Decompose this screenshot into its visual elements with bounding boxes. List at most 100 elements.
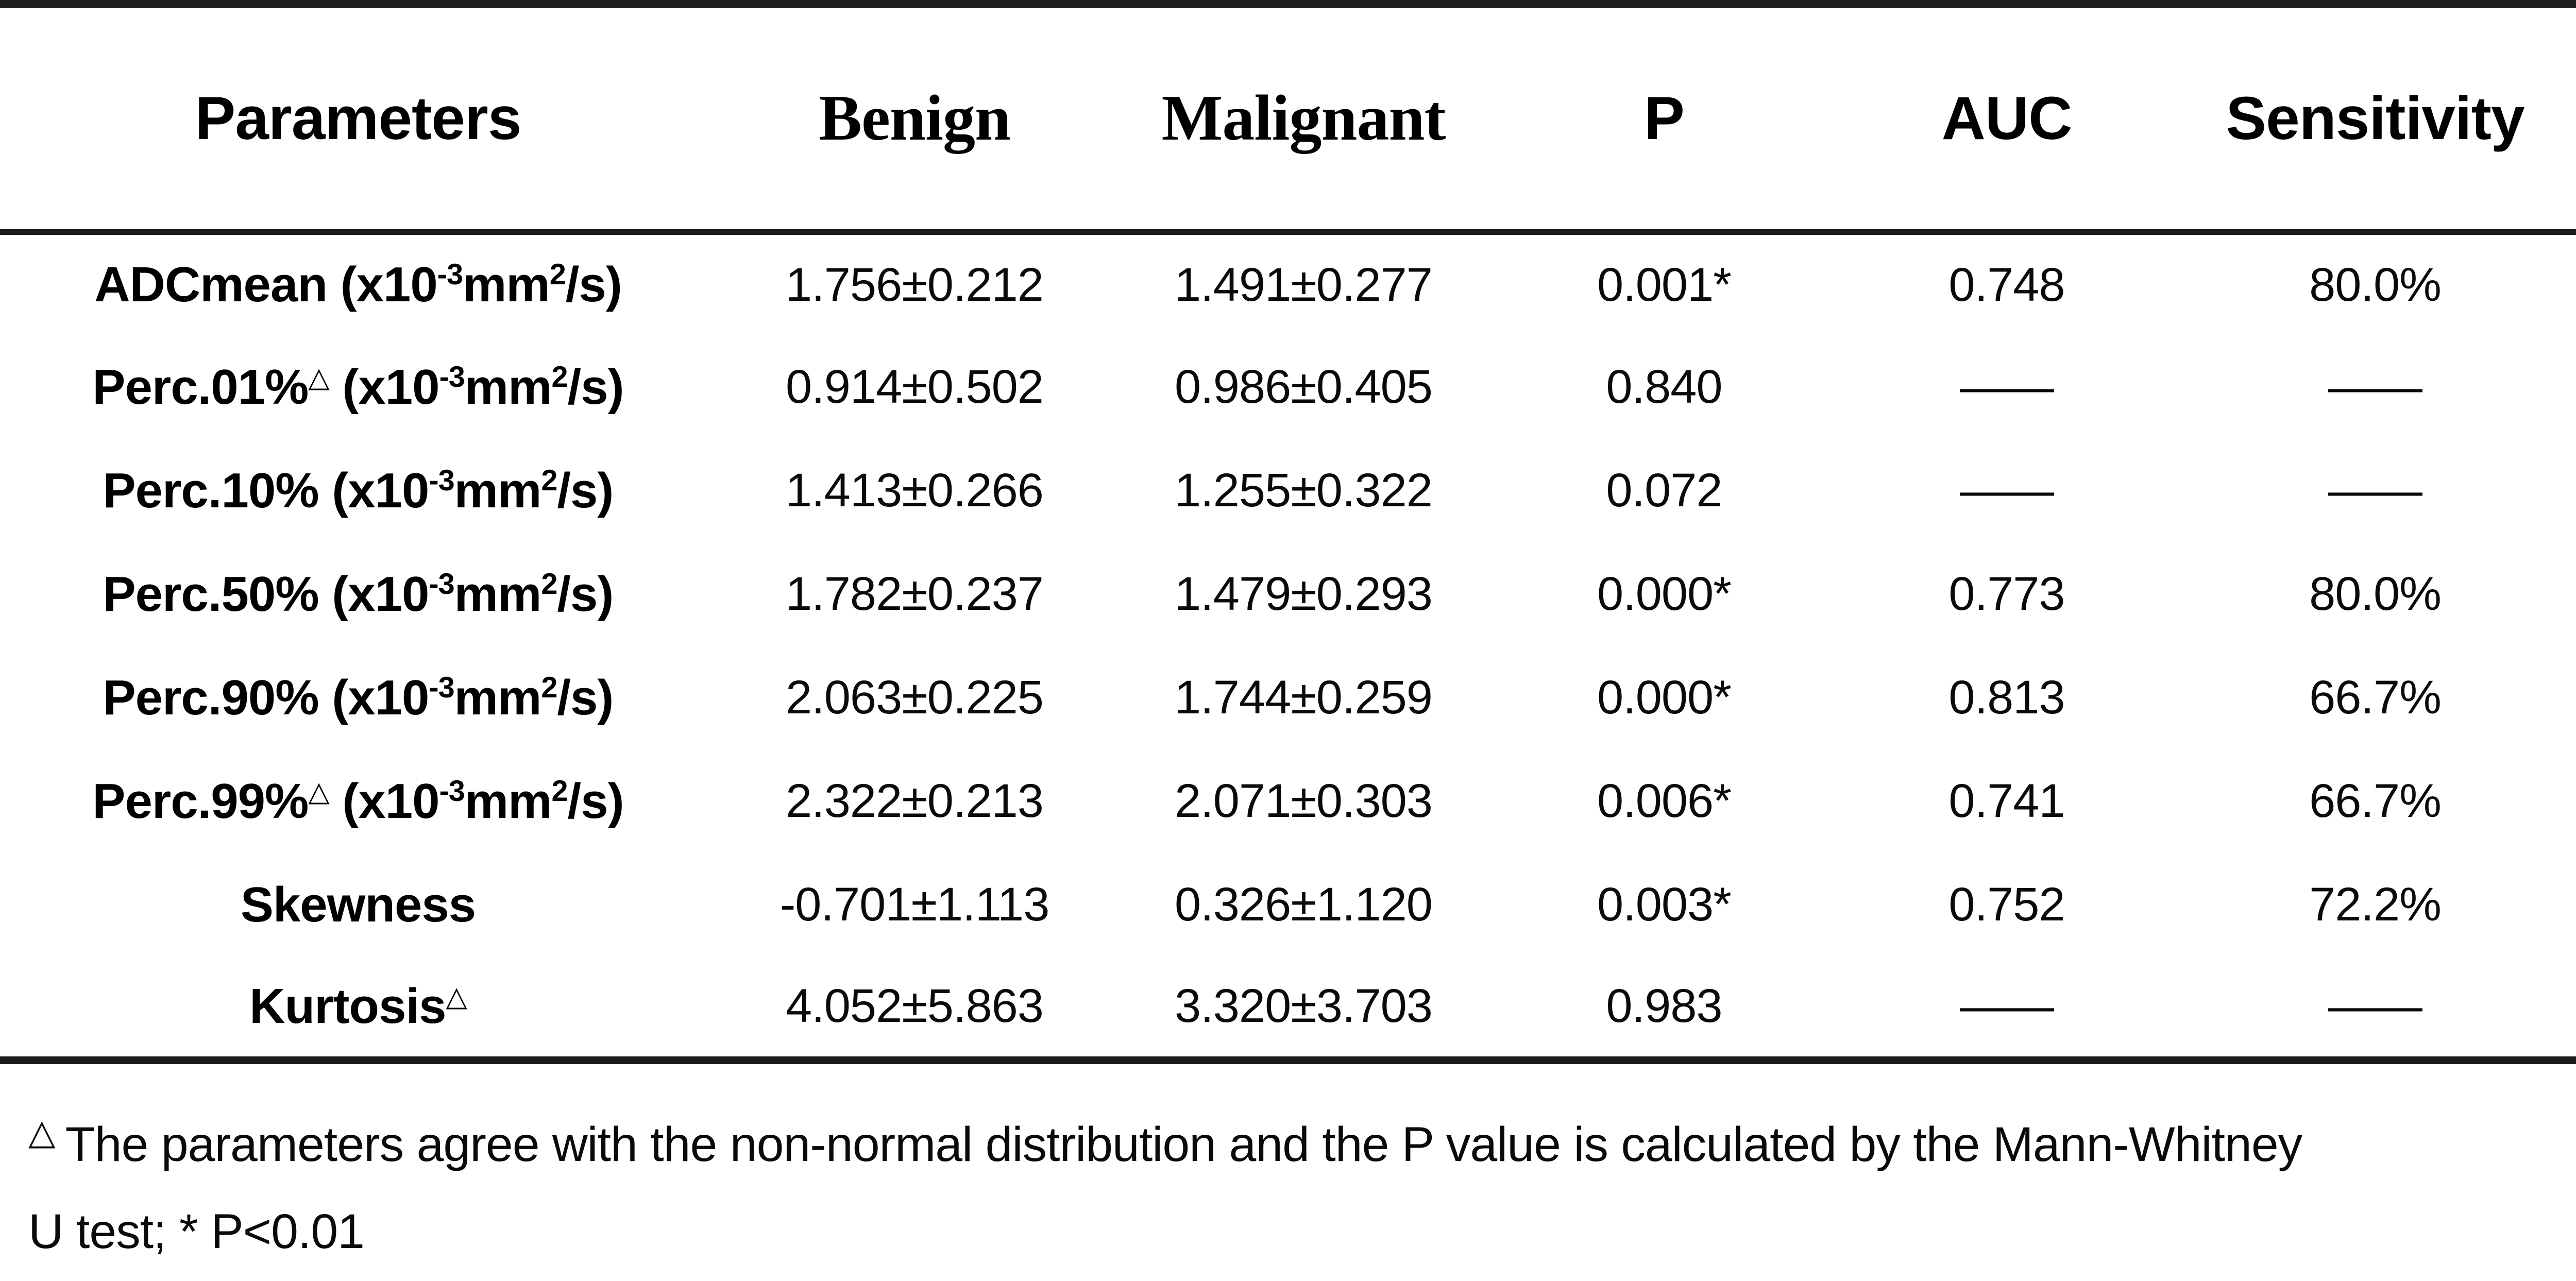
table-row: Perc.99%△ (x10-3mm2/s) 2.322±0.213 2.071… (0, 749, 2576, 853)
auc-value: 0.748 (1948, 258, 2065, 311)
parameter-unit: (x10-3mm2/s) (327, 257, 622, 312)
table-row: Perc.01%△ (x10-3mm2/s) 0.914±0.502 0.986… (0, 335, 2576, 439)
specificity-value: 83.3% (2571, 646, 2576, 749)
sensitivity-value: 80.0% (2309, 568, 2442, 620)
table-row: Skewness -0.701±1.113 0.326±1.120 0.003*… (0, 853, 2576, 957)
unit-open: (x10 (318, 670, 429, 725)
p-value: 0.001* (1597, 258, 1732, 311)
table-top-rule (0, 0, 2576, 8)
parameter-cell: Perc.10% (x10-3mm2/s) (0, 439, 716, 542)
unit-mid: mm (464, 359, 552, 415)
p-value: 0.072 (1606, 464, 1722, 517)
unit-open: (x10 (318, 566, 429, 622)
unit-open: (x10 (329, 773, 439, 829)
parameter-name: Perc.90% (103, 670, 319, 725)
parameter-unit: (x10-3mm2/s) (319, 670, 614, 725)
unit-close: /s) (565, 257, 622, 313)
unit-exponent-2: 2 (541, 567, 557, 601)
column-header-sensitivity: Sensitivity (2179, 8, 2571, 235)
p-value: 0.003* (1597, 878, 1732, 931)
sensitivity-value: 80.0% (2309, 258, 2442, 311)
malignant-value: 0.326±1.120 (1175, 878, 1433, 931)
specificity-value: 73.3% (2571, 853, 2576, 957)
parameter-unit: (x10-3mm2/s) (329, 774, 624, 829)
malignant-value: 1.744±0.259 (1175, 671, 1433, 724)
specificity-value: —— (2571, 439, 2576, 542)
unit-exponent: -3 (429, 567, 454, 601)
specificity-value: 61.1% (2571, 232, 2576, 335)
parameter-cell: ADCmean (x10-3mm2/s) (0, 232, 716, 335)
p-value: 0.000* (1597, 671, 1732, 724)
sensitivity-value: 66.7% (2309, 671, 2442, 724)
unit-exponent: -3 (439, 360, 465, 394)
triangle-footnote-marker: △ (308, 776, 329, 807)
column-header-auc: AUC (1834, 8, 2179, 235)
parameter-name: Perc.50% (103, 566, 319, 622)
triangle-footnote-marker: △ (28, 1112, 56, 1152)
table-footnote: △ The parameters agree with the non-norma… (28, 1101, 2576, 1275)
parameter-name: ADCmean (94, 257, 328, 313)
unit-close: /s) (557, 670, 614, 725)
unit-exponent: -3 (439, 774, 465, 808)
benign-value: 0.914±0.502 (786, 361, 1044, 413)
specificity-value: 61.1% (2571, 542, 2576, 646)
auc-value: —— (1960, 361, 2054, 413)
unit-open: (x10 (318, 463, 429, 518)
benign-value: 4.052±5.863 (716, 957, 1113, 1064)
table-row: Perc.50% (x10-3mm2/s) 1.782±0.237 1.479±… (0, 542, 2576, 646)
unit-exponent-2: 2 (551, 774, 568, 808)
unit-close: /s) (567, 773, 624, 829)
auc-value: 0.741 (1948, 775, 2065, 827)
specificity-value: —— (2571, 335, 2576, 439)
unit-mid: mm (454, 566, 542, 622)
malignant-value: 1.479±0.293 (1175, 568, 1433, 620)
table-body: ADCmean (x10-3mm2/s) 1.756±0.212 1.491±0… (0, 232, 2576, 1064)
malignant-value: 2.071±0.303 (1175, 775, 1433, 827)
table-header: Parameters Benign Malignant P AUC Sensit… (0, 8, 2576, 235)
table-row: Perc.90% (x10-3mm2/s) 2.063±0.225 1.744±… (0, 646, 2576, 749)
parameter-cell: Perc.01%△ (x10-3mm2/s) (0, 335, 716, 439)
specificity-value: 66.7% (2571, 749, 2576, 853)
auc-value: 0.773 (1948, 568, 2065, 620)
unit-exponent-2: 2 (541, 671, 557, 704)
parameter-name: Perc.99% (92, 773, 309, 829)
malignant-value: 3.320±3.703 (1113, 957, 1494, 1064)
unit-mid: mm (464, 773, 552, 829)
unit-exponent: -3 (437, 258, 463, 292)
column-header-p: P (1494, 8, 1834, 235)
parameter-name: Skewness (240, 877, 476, 932)
parameter-unit: (x10-3mm2/s) (329, 360, 624, 415)
sensitivity-value: —— (2328, 464, 2422, 517)
parameter-name: Perc.10% (103, 463, 319, 518)
unit-mid: mm (454, 463, 542, 518)
parameter-cell: Perc.90% (x10-3mm2/s) (0, 646, 716, 749)
unit-open: (x10 (327, 257, 438, 313)
column-header-benign: Benign (716, 8, 1113, 235)
unit-exponent-2: 2 (551, 360, 568, 394)
footnote-line-2: U test; * P<0.01 (28, 1204, 365, 1259)
benign-value: 2.322±0.213 (786, 775, 1044, 827)
unit-mid: mm (454, 670, 542, 725)
parameter-unit: (x10-3mm2/s) (319, 463, 614, 518)
footnote-line-1: The parameters agree with the non-normal… (65, 1117, 2303, 1172)
unit-close: /s) (557, 566, 614, 622)
benign-value: 1.413±0.266 (786, 464, 1044, 517)
auc-value: —— (1960, 464, 2054, 517)
sensitivity-value: —— (2179, 957, 2571, 1064)
parameter-name: Kurtosis (249, 978, 446, 1034)
auc-value: 0.752 (1948, 878, 2065, 931)
parameter-cell: Kurtosis△ (0, 957, 716, 1064)
unit-exponent: -3 (429, 671, 454, 704)
triangle-footnote-marker: △ (308, 362, 329, 393)
parameter-unit: (x10-3mm2/s) (319, 567, 614, 622)
table-row: Perc.10% (x10-3mm2/s) 1.413±0.266 1.255±… (0, 439, 2576, 542)
column-header-malignant: Malignant (1113, 8, 1494, 235)
malignant-value: 1.255±0.322 (1175, 464, 1433, 517)
auc-value: —— (1834, 957, 2179, 1064)
unit-mid: mm (463, 257, 550, 313)
benign-value: 1.756±0.212 (786, 258, 1044, 311)
unit-open: (x10 (329, 359, 439, 415)
table-row: Kurtosis△ 4.052±5.863 3.320±3.703 0.983 … (0, 957, 2576, 1064)
p-value: 0.000* (1597, 568, 1732, 620)
